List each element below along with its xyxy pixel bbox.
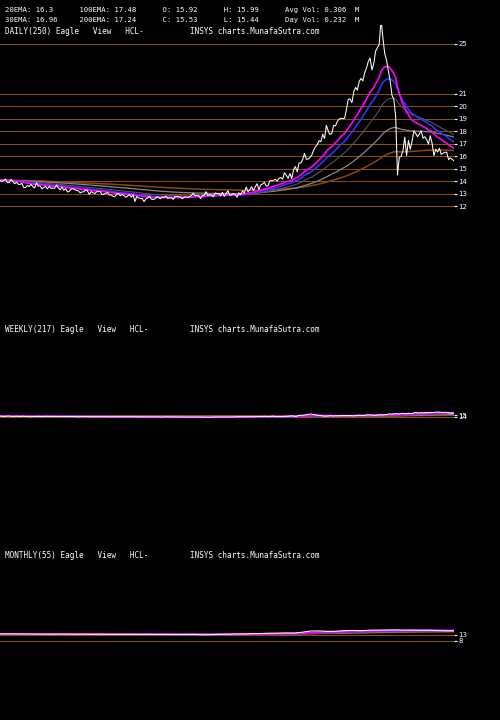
- Text: MONTHLY(55) Eagle   View   HCL-: MONTHLY(55) Eagle View HCL-: [5, 551, 148, 560]
- Text: 20EMA: 16.3      100EMA: 17.48      O: 15.92      H: 15.99      Avg Vol: 0.306  : 20EMA: 16.3 100EMA: 17.48 O: 15.92 H: 15…: [5, 7, 360, 13]
- Text: DAILY(250) Eagle   View   HCL-: DAILY(250) Eagle View HCL-: [5, 27, 144, 36]
- Text: INSYS charts.MunafaSutra.com: INSYS charts.MunafaSutra.com: [190, 551, 320, 560]
- Text: INSYS charts.MunafaSutra.com: INSYS charts.MunafaSutra.com: [190, 325, 320, 334]
- Text: 30EMA: 16.96     200EMA: 17.24      C: 15.53      L: 15.44      Day Vol: 0.232  : 30EMA: 16.96 200EMA: 17.24 C: 15.53 L: 1…: [5, 17, 360, 22]
- Text: WEEKLY(217) Eagle   View   HCL-: WEEKLY(217) Eagle View HCL-: [5, 325, 148, 334]
- Text: INSYS charts.MunafaSutra.com: INSYS charts.MunafaSutra.com: [190, 27, 320, 36]
